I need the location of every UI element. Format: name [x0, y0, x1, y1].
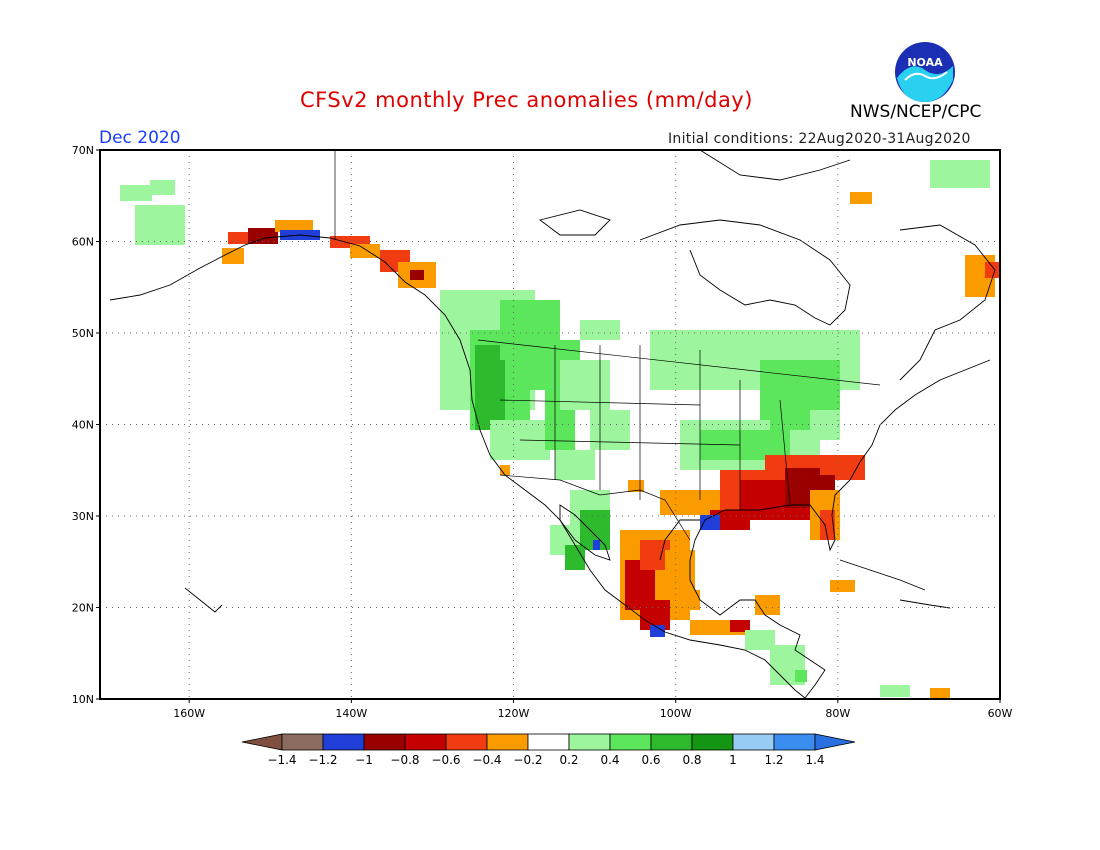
lon-tick-label: 60W — [988, 707, 1013, 720]
coastlines — [109, 149, 996, 699]
lat-tick-label: 70N — [72, 144, 94, 157]
colorbar-label: 0.6 — [641, 753, 660, 767]
anom-patch — [680, 590, 700, 610]
anomaly-shading — [120, 160, 999, 698]
lon-tick-label: 120W — [498, 707, 530, 720]
colorbar-arrow-high — [814, 733, 856, 751]
anom-patch — [565, 545, 585, 570]
map-grid — [96, 149, 1001, 703]
colorbar-label: −1.4 — [267, 753, 296, 767]
colorbar-swatch — [650, 733, 693, 751]
colorbar-arrow-low — [241, 733, 283, 751]
colorbar-label: −0.2 — [513, 753, 542, 767]
anom-patch — [880, 685, 910, 697]
colorbar-label: −1.2 — [308, 753, 337, 767]
anom-patch — [120, 185, 152, 201]
anom-patch — [590, 410, 630, 450]
map-title: CFSv2 monthly Prec anomalies (mm/day) — [300, 88, 753, 112]
anom-patch — [135, 205, 185, 245]
lat-tick-label: 10N — [72, 693, 94, 706]
anom-patch — [930, 160, 990, 188]
anom-patch — [985, 262, 999, 278]
lon-tick-label: 100W — [660, 707, 692, 720]
anom-patch — [500, 465, 510, 475]
lat-tick-label: 20N — [72, 602, 94, 615]
colorbar-swatch — [527, 733, 570, 751]
colorbar: −1.4 −1.2 −1 −0.8 −0.6 −0.4 −0.2 0.2 0.4 0.6 0.8 1 1… — [241, 733, 856, 767]
noaa-logo-icon: NOAA — [895, 42, 955, 102]
colorbar-label: −0.4 — [472, 753, 501, 767]
colorbar-label: 0.8 — [682, 753, 701, 767]
colorbar-swatch — [363, 733, 406, 751]
anom-patch — [222, 248, 244, 264]
lon-tick-label: 80W — [825, 707, 850, 720]
anom-patch — [795, 670, 807, 682]
anom-patch — [850, 192, 872, 204]
colorbar-swatch — [486, 733, 529, 751]
colorbar-label: −1 — [355, 753, 373, 767]
anom-patch — [745, 630, 775, 650]
colorbar-swatch — [568, 733, 611, 751]
anom-patch — [555, 450, 595, 480]
colorbar-label: 1.2 — [764, 753, 783, 767]
anom-patch — [820, 455, 865, 475]
colorbar-swatch — [404, 733, 447, 751]
colorbar-swatch — [322, 733, 365, 751]
anom-patch — [650, 625, 665, 637]
anom-patch — [150, 180, 175, 195]
colorbar-swatch — [609, 733, 652, 751]
lat-tick-label: 50N — [72, 327, 94, 340]
anom-patch — [830, 580, 855, 592]
colorbar-swatch — [281, 733, 324, 751]
agency-label: NWS/NCEP/CPC — [850, 102, 982, 122]
anom-patch — [248, 228, 278, 244]
colorbar-label: 0.2 — [559, 753, 578, 767]
lon-tick-label: 160W — [173, 707, 205, 720]
anom-patch — [820, 510, 835, 540]
anom-patch — [730, 620, 750, 632]
colorbar-label: −0.8 — [390, 753, 419, 767]
colorbar-label: 0.4 — [600, 753, 619, 767]
colorbar-swatch — [445, 733, 488, 751]
colorbar-label: 1.4 — [805, 753, 824, 767]
lat-tick-label: 60N — [72, 236, 94, 249]
longitude-labels: 160W 140W 120W 100W 80W 60W — [173, 707, 1012, 720]
initial-conditions: Initial conditions: 22Aug2020-31Aug2020 — [668, 131, 971, 147]
anom-patch — [580, 320, 620, 340]
lat-tick-label: 30N — [72, 510, 94, 523]
anom-patch — [228, 232, 248, 244]
colorbar-label: −0.6 — [431, 753, 460, 767]
latitude-labels: 70N 60N 50N 40N 30N 20N 10N — [72, 144, 94, 706]
lon-tick-label: 140W — [335, 707, 367, 720]
anom-patch — [275, 220, 313, 232]
lat-tick-label: 40N — [72, 419, 94, 432]
anom-patch — [410, 270, 424, 280]
logo-text: NOAA — [907, 56, 943, 69]
colorbar-swatch — [691, 733, 734, 751]
anom-patch — [930, 688, 950, 698]
colorbar-swatch — [773, 733, 816, 751]
anom-patch — [665, 550, 695, 590]
colorbar-swatch — [732, 733, 775, 751]
anom-patch — [593, 540, 600, 550]
forecast-month: Dec 2020 — [99, 128, 181, 148]
anom-patch — [700, 515, 720, 530]
map-frame — [99, 149, 1001, 700]
colorbar-label: 1 — [729, 753, 737, 767]
